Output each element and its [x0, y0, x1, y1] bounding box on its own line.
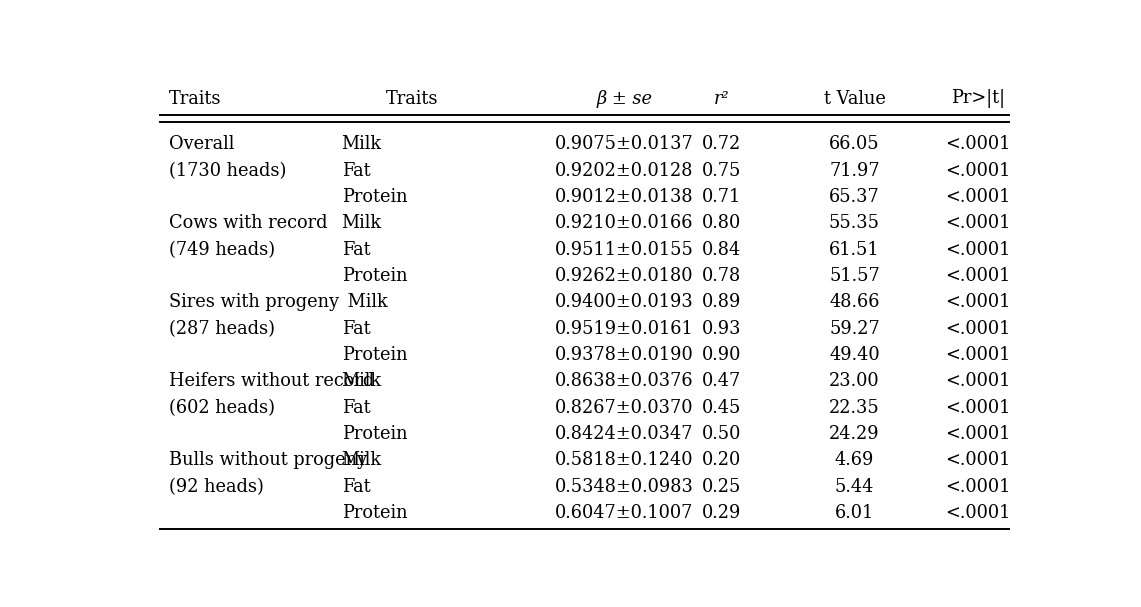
Text: (1730 heads): (1730 heads) — [169, 161, 286, 180]
Text: 0.5348±0.0983: 0.5348±0.0983 — [556, 478, 694, 496]
Text: 0.6047±0.1007: 0.6047±0.1007 — [556, 504, 694, 522]
Text: <.0001: <.0001 — [946, 504, 1011, 522]
Text: Milk: Milk — [341, 373, 382, 390]
Text: 0.45: 0.45 — [702, 399, 742, 417]
Text: Milk: Milk — [341, 214, 382, 232]
Text: <.0001: <.0001 — [946, 478, 1011, 496]
Text: 0.90: 0.90 — [702, 346, 742, 364]
Text: Cows with record: Cows with record — [169, 214, 327, 232]
Text: 4.69: 4.69 — [835, 452, 874, 469]
Text: 0.71: 0.71 — [702, 188, 742, 206]
Text: 59.27: 59.27 — [830, 320, 880, 337]
Text: <.0001: <.0001 — [946, 293, 1011, 311]
Text: 0.29: 0.29 — [702, 504, 742, 522]
Text: 51.57: 51.57 — [830, 267, 880, 285]
Text: <.0001: <.0001 — [946, 320, 1011, 337]
Text: Traits: Traits — [386, 90, 438, 107]
Text: 0.25: 0.25 — [702, 478, 742, 496]
Text: Protein: Protein — [341, 346, 407, 364]
Text: Sires with progeny: Sires with progeny — [169, 293, 339, 311]
Text: β ± se: β ± se — [597, 90, 653, 107]
Text: <.0001: <.0001 — [946, 188, 1011, 206]
Text: 0.9400±0.0193: 0.9400±0.0193 — [556, 293, 694, 311]
Text: 0.78: 0.78 — [702, 267, 742, 285]
Text: 65.37: 65.37 — [830, 188, 880, 206]
Text: 0.5818±0.1240: 0.5818±0.1240 — [556, 452, 694, 469]
Text: Protein: Protein — [341, 425, 407, 443]
Text: (749 heads): (749 heads) — [169, 241, 275, 259]
Text: <.0001: <.0001 — [946, 399, 1011, 417]
Text: <.0001: <.0001 — [946, 267, 1011, 285]
Text: 0.9210±0.0166: 0.9210±0.0166 — [556, 214, 694, 232]
Text: <.0001: <.0001 — [946, 452, 1011, 469]
Text: 0.9202±0.0128: 0.9202±0.0128 — [556, 161, 694, 180]
Text: 0.93: 0.93 — [702, 320, 742, 337]
Text: 0.84: 0.84 — [702, 241, 742, 259]
Text: <.0001: <.0001 — [946, 346, 1011, 364]
Text: 0.75: 0.75 — [702, 161, 742, 180]
Text: (287 heads): (287 heads) — [169, 320, 275, 337]
Text: Overall: Overall — [169, 135, 235, 154]
Text: <.0001: <.0001 — [946, 373, 1011, 390]
Text: r²: r² — [714, 90, 729, 107]
Text: 55.35: 55.35 — [830, 214, 880, 232]
Text: Milk: Milk — [341, 135, 382, 154]
Text: 23.00: 23.00 — [830, 373, 880, 390]
Text: 0.72: 0.72 — [702, 135, 742, 154]
Text: Protein: Protein — [341, 267, 407, 285]
Text: Fat: Fat — [341, 399, 370, 417]
Text: Protein: Protein — [341, 504, 407, 522]
Text: 0.9012±0.0138: 0.9012±0.0138 — [556, 188, 694, 206]
Text: Bulls without progeny: Bulls without progeny — [169, 452, 367, 469]
Text: 24.29: 24.29 — [830, 425, 880, 443]
Text: (602 heads): (602 heads) — [169, 399, 275, 417]
Text: t Value: t Value — [824, 90, 885, 107]
Text: <.0001: <.0001 — [946, 425, 1011, 443]
Text: 0.9075±0.0137: 0.9075±0.0137 — [556, 135, 694, 154]
Text: 6.01: 6.01 — [835, 504, 874, 522]
Text: 48.66: 48.66 — [830, 293, 880, 311]
Text: 71.97: 71.97 — [830, 161, 880, 180]
Text: <.0001: <.0001 — [946, 241, 1011, 259]
Text: Heifers without record: Heifers without record — [169, 373, 374, 390]
Text: 66.05: 66.05 — [830, 135, 880, 154]
Text: 0.8638±0.0376: 0.8638±0.0376 — [556, 373, 694, 390]
Text: Protein: Protein — [341, 188, 407, 206]
Text: Milk: Milk — [341, 293, 387, 311]
Text: 22.35: 22.35 — [830, 399, 880, 417]
Text: 0.89: 0.89 — [702, 293, 742, 311]
Text: Fat: Fat — [341, 161, 370, 180]
Text: 0.20: 0.20 — [702, 452, 742, 469]
Text: Fat: Fat — [341, 241, 370, 259]
Text: 0.9519±0.0161: 0.9519±0.0161 — [556, 320, 694, 337]
Text: <.0001: <.0001 — [946, 135, 1011, 154]
Text: 0.8267±0.0370: 0.8267±0.0370 — [556, 399, 694, 417]
Text: <.0001: <.0001 — [946, 161, 1011, 180]
Text: 0.50: 0.50 — [702, 425, 742, 443]
Text: Fat: Fat — [341, 478, 370, 496]
Text: Fat: Fat — [341, 320, 370, 337]
Text: 5.44: 5.44 — [835, 478, 874, 496]
Text: Traits: Traits — [169, 90, 221, 107]
Text: 0.8424±0.0347: 0.8424±0.0347 — [556, 425, 694, 443]
Text: Milk: Milk — [341, 452, 382, 469]
Text: Pr>|t|: Pr>|t| — [952, 89, 1005, 108]
Text: 0.9511±0.0155: 0.9511±0.0155 — [556, 241, 694, 259]
Text: (92 heads): (92 heads) — [169, 478, 264, 496]
Text: 0.9262±0.0180: 0.9262±0.0180 — [556, 267, 694, 285]
Text: 0.80: 0.80 — [702, 214, 742, 232]
Text: 0.47: 0.47 — [702, 373, 742, 390]
Text: <.0001: <.0001 — [946, 214, 1011, 232]
Text: 0.9378±0.0190: 0.9378±0.0190 — [556, 346, 694, 364]
Text: 49.40: 49.40 — [830, 346, 880, 364]
Text: 61.51: 61.51 — [830, 241, 880, 259]
